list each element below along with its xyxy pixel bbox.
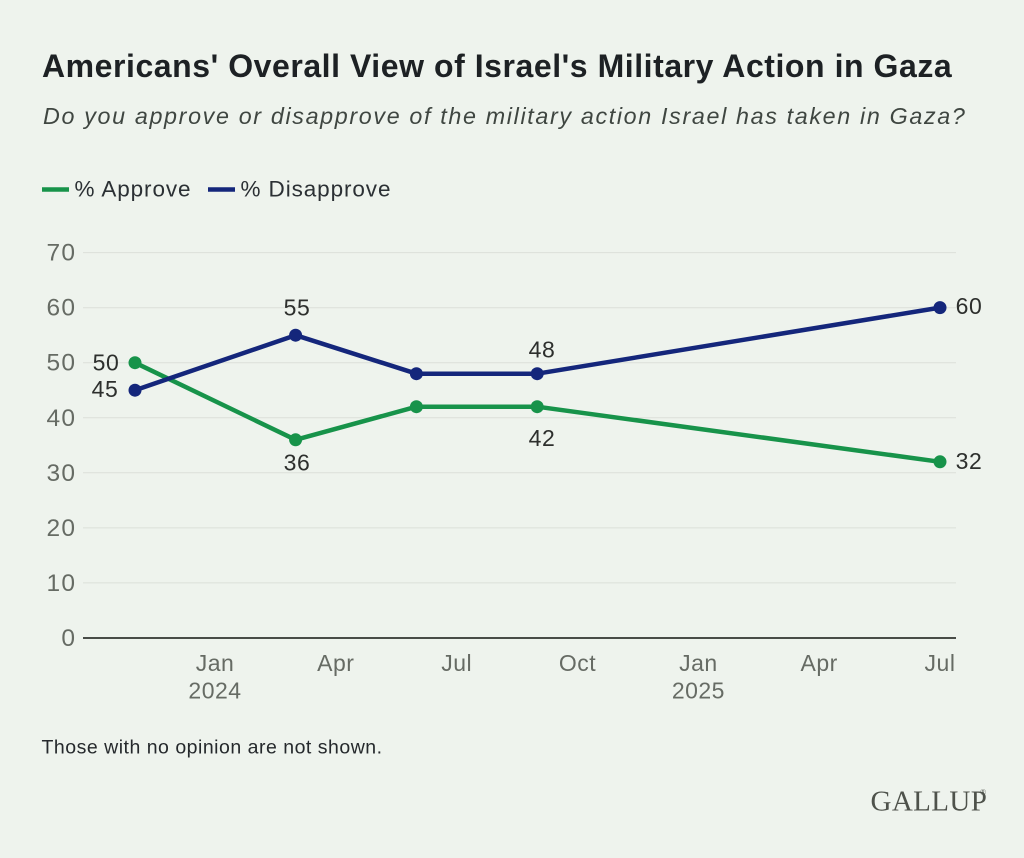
svg-text:50: 50: [47, 350, 77, 377]
svg-text:20: 20: [47, 515, 77, 542]
svg-text:2025: 2025: [672, 678, 725, 704]
svg-text:Jan: Jan: [679, 650, 718, 676]
svg-text:% Approve: % Approve: [75, 177, 192, 202]
svg-text:32: 32: [956, 448, 983, 474]
svg-text:Jul: Jul: [925, 650, 956, 676]
svg-text:42: 42: [529, 425, 556, 451]
svg-text:48: 48: [529, 337, 556, 363]
svg-text:30: 30: [47, 460, 77, 487]
svg-text:Do you approve or disapprove o: Do you approve or disapprove of the mili…: [43, 103, 966, 129]
svg-text:Apr: Apr: [317, 650, 354, 676]
svg-text:10: 10: [47, 570, 77, 597]
svg-text:% Disapprove: % Disapprove: [241, 177, 392, 202]
svg-text:GALLUP: GALLUP: [871, 786, 988, 818]
svg-text:36: 36: [284, 450, 311, 476]
svg-text:Jul: Jul: [441, 650, 472, 676]
svg-text:45: 45: [92, 376, 119, 402]
svg-text:®: ®: [980, 788, 986, 797]
svg-text:Those with no opinion are not: Those with no opinion are not shown.: [42, 737, 383, 759]
svg-text:60: 60: [956, 293, 983, 319]
svg-text:60: 60: [47, 295, 77, 322]
svg-text:2024: 2024: [188, 678, 241, 704]
svg-text:0: 0: [61, 625, 76, 652]
svg-text:Apr: Apr: [801, 650, 838, 676]
svg-text:55: 55: [284, 295, 311, 321]
svg-text:Jan: Jan: [196, 650, 235, 676]
svg-text:Americans' Overall View of Isr: Americans' Overall View of Israel's Mili…: [42, 48, 952, 84]
svg-text:Oct: Oct: [559, 650, 596, 676]
svg-text:70: 70: [47, 240, 77, 267]
svg-text:40: 40: [47, 405, 77, 432]
svg-text:50: 50: [93, 350, 120, 376]
